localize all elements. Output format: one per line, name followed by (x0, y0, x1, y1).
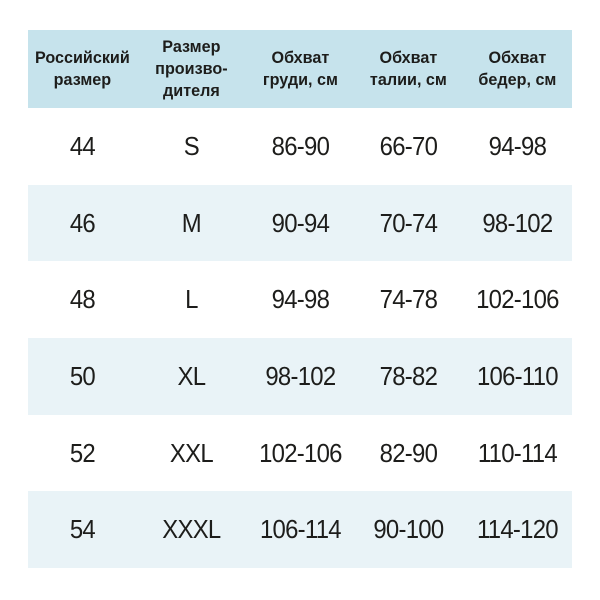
cell-producer-size: XXXL (162, 514, 221, 545)
cell-waist: 74-78 (380, 284, 438, 315)
table-row-size-44: 44 S 86-90 66-70 94-98 (28, 108, 572, 185)
cell-chest: 98-102 (264, 360, 336, 391)
cell-chest: 102-106 (258, 437, 342, 468)
cell-russian-size: 50 (69, 360, 96, 391)
column-header-hips: Обхват бедер, см (478, 48, 557, 89)
cell-hips: 110-114 (478, 437, 558, 468)
cell-russian-size: 44 (69, 130, 96, 161)
cell-hips: 94-98 (488, 130, 547, 161)
cell-russian-size: 52 (69, 437, 96, 468)
cell-russian-size: 46 (69, 207, 96, 238)
cell-russian-size: 48 (69, 284, 96, 315)
column-header-producer-size: Размер произво- дителя (154, 37, 228, 100)
column-header-waist: Обхват талии, см (370, 48, 448, 89)
cell-producer-size: XXL (169, 437, 214, 468)
cell-waist: 70-74 (380, 207, 438, 238)
cell-hips: 114-120 (477, 514, 559, 545)
cell-producer-size: L (184, 284, 198, 315)
table-header-row: Российский размер Размер произво- дителя… (28, 30, 572, 108)
cell-hips: 98-102 (482, 207, 554, 238)
column-header-chest: Обхват груди, см (262, 48, 338, 89)
size-conversion-table: Российский размер Размер произво- дителя… (28, 30, 572, 569)
cell-hips: 102-106 (476, 284, 559, 315)
table-row-size-52: 52 XXL 102-106 82-90 110-114 (28, 414, 572, 492)
table-row-size-48: 48 L 94-98 74-78 102-106 (28, 261, 572, 339)
table-row-size-54: 54 XXXL 106-114 90-100 114-120 (28, 491, 572, 569)
table-row-size-46: 46 M 90-94 70-74 98-102 (28, 184, 572, 262)
cell-producer-size: XL (177, 360, 206, 391)
cell-russian-size: 54 (69, 514, 96, 545)
cell-waist: 90-100 (373, 514, 445, 545)
cell-hips: 106-110 (477, 360, 559, 391)
cell-chest: 106-114 (259, 514, 342, 545)
column-header-russian-size: Российский размер (35, 48, 130, 89)
cell-chest: 86-90 (271, 130, 329, 161)
cell-waist: 82-90 (380, 437, 438, 468)
cell-producer-size: S (183, 130, 200, 161)
cell-producer-size: M (181, 207, 202, 238)
table-row-size-50: 50 XL 98-102 78-82 106-110 (28, 338, 572, 415)
cell-chest: 90-94 (271, 207, 329, 238)
cell-waist: 66-70 (380, 130, 438, 161)
cell-waist: 78-82 (380, 360, 438, 391)
cell-chest: 94-98 (271, 284, 329, 315)
